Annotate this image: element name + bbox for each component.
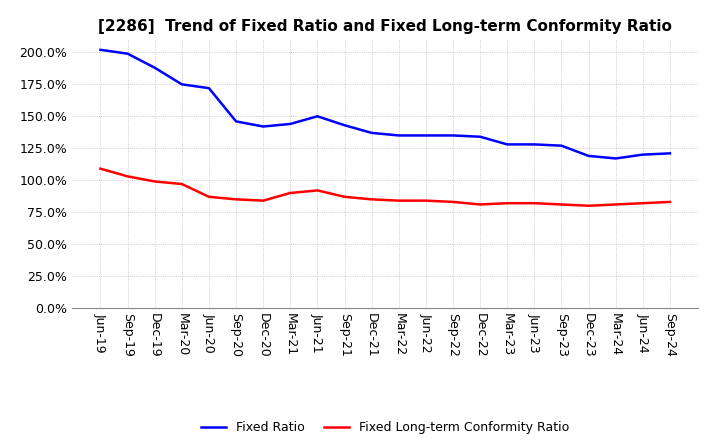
Fixed Ratio bbox=[476, 134, 485, 139]
Fixed Long-term Conformity Ratio bbox=[503, 201, 511, 206]
Fixed Long-term Conformity Ratio bbox=[476, 202, 485, 207]
Fixed Ratio bbox=[639, 152, 647, 157]
Fixed Ratio bbox=[530, 142, 539, 147]
Line: Fixed Long-term Conformity Ratio: Fixed Long-term Conformity Ratio bbox=[101, 169, 670, 206]
Fixed Long-term Conformity Ratio bbox=[341, 194, 349, 199]
Fixed Ratio bbox=[178, 82, 186, 87]
Fixed Long-term Conformity Ratio bbox=[178, 181, 186, 187]
Fixed Long-term Conformity Ratio bbox=[584, 203, 593, 209]
Fixed Long-term Conformity Ratio bbox=[313, 188, 322, 193]
Fixed Ratio bbox=[611, 156, 620, 161]
Fixed Ratio bbox=[665, 151, 674, 156]
Fixed Ratio bbox=[584, 153, 593, 158]
Fixed Ratio bbox=[96, 47, 105, 52]
Fixed Ratio bbox=[123, 51, 132, 56]
Fixed Long-term Conformity Ratio bbox=[639, 201, 647, 206]
Fixed Ratio bbox=[367, 130, 376, 136]
Fixed Long-term Conformity Ratio bbox=[204, 194, 213, 199]
Fixed Long-term Conformity Ratio bbox=[665, 199, 674, 205]
Fixed Ratio bbox=[503, 142, 511, 147]
Fixed Long-term Conformity Ratio bbox=[232, 197, 240, 202]
Fixed Ratio bbox=[286, 121, 294, 127]
Fixed Long-term Conformity Ratio bbox=[449, 199, 457, 205]
Fixed Ratio bbox=[259, 124, 268, 129]
Fixed Ratio bbox=[421, 133, 430, 138]
Fixed Long-term Conformity Ratio bbox=[421, 198, 430, 203]
Fixed Long-term Conformity Ratio bbox=[150, 179, 159, 184]
Fixed Ratio bbox=[341, 123, 349, 128]
Fixed Ratio bbox=[313, 114, 322, 119]
Fixed Long-term Conformity Ratio bbox=[557, 202, 566, 207]
Fixed Long-term Conformity Ratio bbox=[259, 198, 268, 203]
Legend: Fixed Ratio, Fixed Long-term Conformity Ratio: Fixed Ratio, Fixed Long-term Conformity … bbox=[197, 416, 574, 439]
Fixed Long-term Conformity Ratio bbox=[96, 166, 105, 171]
Fixed Ratio bbox=[232, 119, 240, 124]
Line: Fixed Ratio: Fixed Ratio bbox=[101, 50, 670, 158]
Fixed Long-term Conformity Ratio bbox=[395, 198, 403, 203]
Fixed Ratio bbox=[557, 143, 566, 148]
Fixed Long-term Conformity Ratio bbox=[530, 201, 539, 206]
Fixed Long-term Conformity Ratio bbox=[367, 197, 376, 202]
Fixed Long-term Conformity Ratio bbox=[611, 202, 620, 207]
Fixed Ratio bbox=[204, 85, 213, 91]
Fixed Long-term Conformity Ratio bbox=[286, 191, 294, 196]
Title: [2286]  Trend of Fixed Ratio and Fixed Long-term Conformity Ratio: [2286] Trend of Fixed Ratio and Fixed Lo… bbox=[98, 19, 672, 34]
Fixed Ratio bbox=[449, 133, 457, 138]
Fixed Ratio bbox=[150, 65, 159, 70]
Fixed Ratio bbox=[395, 133, 403, 138]
Fixed Long-term Conformity Ratio bbox=[123, 174, 132, 179]
